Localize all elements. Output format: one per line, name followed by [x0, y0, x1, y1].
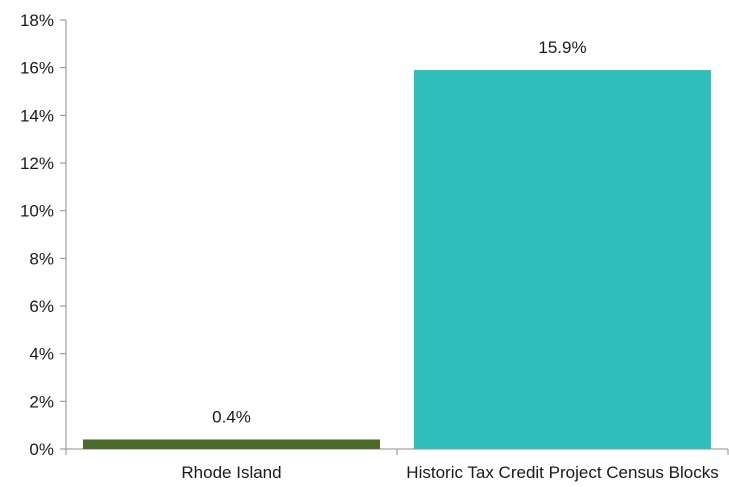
- y-tick-label: 4%: [29, 345, 54, 364]
- bar-1: [83, 439, 380, 449]
- bar-2: [414, 70, 711, 450]
- y-tick-label: 12%: [20, 154, 54, 173]
- y-tick-label: 10%: [20, 202, 54, 221]
- y-tick-label: 14%: [20, 106, 54, 125]
- data-label: 0.4%: [212, 407, 251, 426]
- y-tick-label: 2%: [29, 392, 54, 411]
- y-tick-label: 16%: [20, 59, 54, 78]
- y-axis: 0% 2% 4% 6% 8% 10% 12% 14% 16% 18%: [20, 11, 67, 459]
- x-category-label: Rhode Island: [181, 463, 281, 482]
- data-labels: 0.4% 15.9%: [212, 38, 586, 426]
- data-label: 15.9%: [538, 38, 586, 57]
- y-tick-label: 6%: [29, 297, 54, 316]
- y-tick-label: 8%: [29, 249, 54, 268]
- y-tick-label: 18%: [20, 11, 54, 30]
- x-category-label: Historic Tax Credit Project Census Block…: [406, 463, 718, 482]
- x-axis: Rhode Island Historic Tax Credit Project …: [65, 448, 729, 482]
- y-tick-label: 0%: [29, 440, 54, 459]
- bars: [83, 70, 711, 450]
